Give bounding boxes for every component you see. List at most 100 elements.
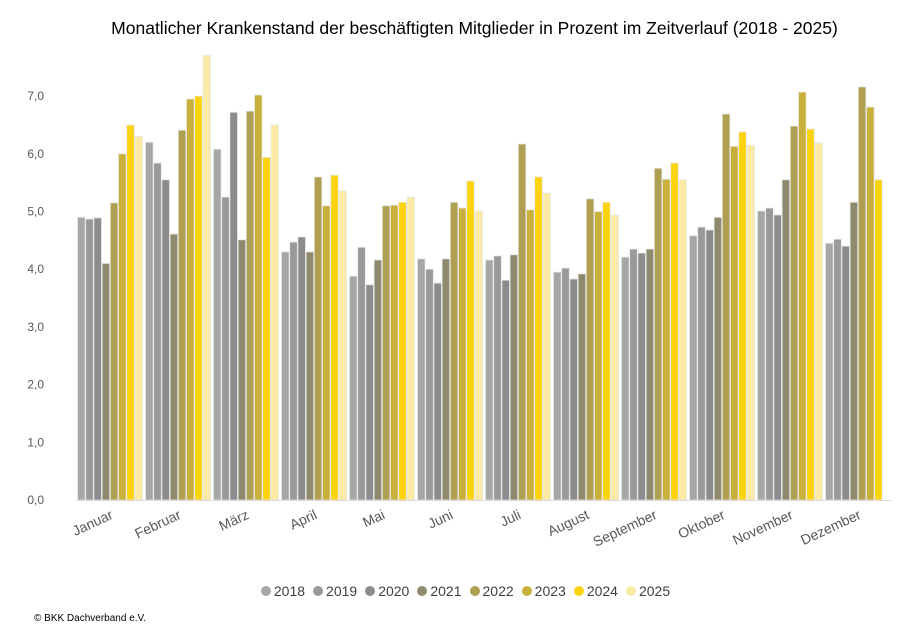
bar-september-2018 [621, 256, 630, 501]
bar-juli-2024 [534, 176, 543, 501]
bar-juli-2022 [517, 143, 527, 501]
bar-mai-2021 [373, 259, 383, 501]
bar-november-2022 [789, 125, 799, 501]
bar-juni-2023 [458, 207, 467, 501]
bar-juni-2019 [425, 268, 434, 501]
y-tick-label: 0,0 [27, 493, 44, 507]
legend-label: 2018 [273, 583, 306, 599]
x-tick-label: September [590, 506, 659, 550]
bar-september-2019 [629, 248, 638, 501]
y-tick-label: 7,0 [27, 89, 44, 103]
bar-group-oktober [689, 113, 755, 501]
bar-august-2023 [594, 211, 603, 501]
legend-label: 2020 [378, 583, 410, 599]
legend-swatch-icon [260, 586, 271, 596]
bar-juli-2021 [509, 254, 519, 501]
bar-september-2024 [670, 162, 679, 501]
bar-november-2020 [773, 214, 782, 501]
bar-august-2021 [577, 273, 587, 501]
bar-oktober-2021 [713, 216, 723, 501]
bar-mai-2020 [365, 284, 374, 501]
x-tick-label: Januar [70, 506, 116, 539]
bar-april-2022 [313, 176, 323, 501]
bar-oktober-2022 [721, 113, 731, 501]
bar-juni-2021 [441, 258, 451, 501]
bar-mai-2018 [349, 275, 358, 501]
bar-märz-2020 [229, 111, 238, 501]
bar-februar-2020 [161, 179, 170, 501]
bar-januar-2022 [109, 202, 119, 501]
bar-februar-2019 [153, 162, 162, 501]
bar-dezember-2023 [866, 106, 875, 501]
bar-mai-2019 [357, 246, 366, 501]
bar-februar-2018 [145, 141, 154, 501]
bar-november-2018 [757, 210, 766, 501]
legend-item-2021: 2021 [417, 583, 462, 599]
bar-dezember-2020 [841, 245, 850, 501]
bar-juni-2024 [466, 180, 475, 501]
bar-september-2021 [645, 248, 655, 501]
y-tick-label: 1,0 [27, 435, 44, 449]
bar-april-2019 [289, 241, 298, 501]
bar-april-2018 [281, 251, 290, 501]
bar-group-januar [77, 124, 143, 501]
bar-februar-2022 [177, 129, 187, 501]
legend-label: 2025 [638, 583, 671, 599]
x-axis: Januar Februar März April Mai Juni Juli August S… [70, 500, 892, 550]
bar-juli-2025 [542, 192, 551, 501]
bar-februar-2025 [202, 54, 211, 501]
bar-januar-2018 [77, 216, 86, 501]
bar-mai-2025 [406, 196, 415, 501]
bar-oktober-2019 [697, 226, 706, 501]
bar-märz-2025 [270, 124, 279, 501]
x-tick-label: Juni [425, 506, 455, 531]
bar-märz-2023 [254, 94, 263, 501]
bar-februar-2024 [194, 95, 203, 501]
bar-september-2023 [662, 178, 671, 501]
bar-dezember-2018 [825, 242, 834, 501]
legend-swatch-icon [625, 586, 636, 596]
x-tick-label: April [287, 506, 319, 532]
bar-dezember-2019 [833, 238, 842, 501]
bar-group-juli [485, 143, 551, 501]
legend-label: 2022 [482, 583, 514, 599]
bar-april-2023 [322, 205, 331, 501]
bar-dezember-2021 [849, 201, 859, 501]
bar-august-2020 [569, 278, 578, 501]
bar-august-2025 [610, 214, 619, 501]
bar-mai-2022 [381, 205, 391, 501]
bar-november-2023 [798, 91, 807, 501]
legend-label: 2024 [586, 583, 618, 599]
bar-august-2018 [553, 271, 562, 501]
bar-januar-2024 [126, 124, 135, 501]
bar-januar-2025 [134, 136, 143, 501]
bar-september-2022 [653, 167, 663, 501]
legend-swatch-icon [521, 586, 532, 596]
legend-item-2025: 2025 [625, 583, 671, 599]
bar-dezember-2022 [857, 86, 867, 501]
bar-group-august [553, 198, 619, 501]
legend-label: 2019 [326, 583, 358, 599]
bar-group-märz [213, 94, 279, 501]
bar-juli-2018 [485, 259, 494, 501]
legend-item-2019: 2019 [313, 583, 357, 599]
bars [77, 54, 883, 501]
x-tick-label: Juli [497, 506, 523, 529]
bar-oktober-2025 [746, 144, 755, 501]
bar-oktober-2023 [730, 145, 739, 501]
bar-group-juni [417, 180, 483, 501]
bar-juli-2019 [493, 255, 502, 501]
bar-november-2021 [781, 179, 791, 501]
bar-juli-2023 [526, 209, 535, 501]
x-tick-label: November [730, 506, 796, 548]
bar-märz-2024 [262, 156, 271, 501]
y-axis: 0,0 1,0 2,0 3,0 4,0 5,0 6,0 7,0 [27, 89, 44, 507]
legend-swatch-icon [417, 586, 428, 596]
bar-dezember-2024 [874, 179, 883, 501]
legend-swatch-icon [313, 586, 324, 596]
legend: 2018 2019 2020 2021 2022 2023 2024 2025 [0, 583, 909, 599]
bar-oktober-2020 [705, 229, 714, 501]
x-tick-label: März [216, 506, 251, 534]
legend-label: 2021 [430, 583, 462, 599]
